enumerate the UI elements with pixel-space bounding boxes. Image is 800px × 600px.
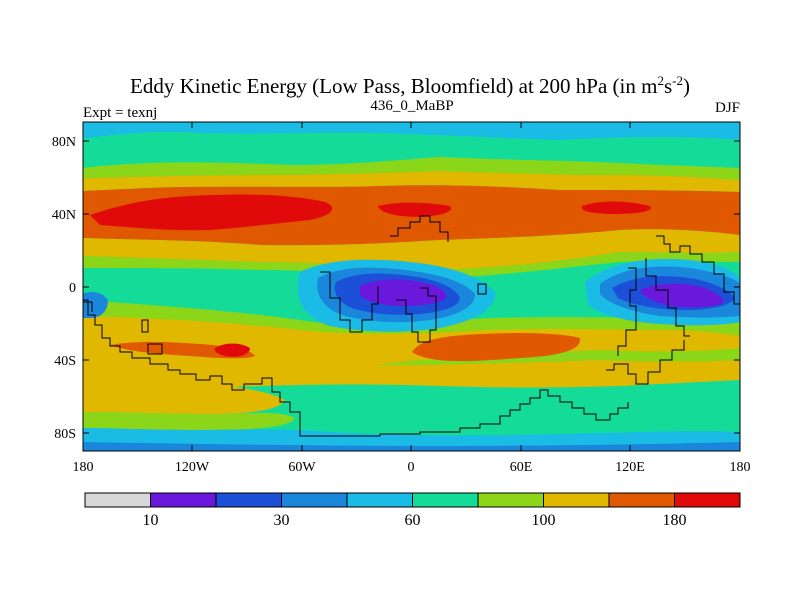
coast-australia xyxy=(606,340,685,385)
colorbar-label: 60 xyxy=(405,512,421,529)
ytick-label: 40N xyxy=(52,208,76,223)
south-c7-lobe xyxy=(83,383,285,414)
blob-atlantic-c1 xyxy=(360,279,447,306)
season-label: DJF xyxy=(715,100,740,116)
colorbar-swatch-6 xyxy=(477,492,544,508)
coast-island-2 xyxy=(147,343,163,355)
ekf-map xyxy=(83,122,740,451)
ytick-label: 80S xyxy=(54,427,76,442)
coast-med xyxy=(390,215,449,242)
xtick-label: 180 xyxy=(730,460,751,475)
coast-south-america xyxy=(83,299,301,430)
coast-newzealand xyxy=(141,319,149,333)
colorbar-label: 100 xyxy=(532,512,556,529)
band-north-c9 xyxy=(90,194,333,231)
colorbar-swatch-5 xyxy=(412,492,479,508)
south-c9-west xyxy=(214,343,250,357)
coast-west-edge xyxy=(83,301,93,312)
xtick-label: 120W xyxy=(175,460,210,475)
coast-island-1 xyxy=(477,283,487,295)
band-north-c7 xyxy=(83,171,740,192)
colorbar-swatch-3 xyxy=(281,492,348,508)
band-north-c4 xyxy=(83,122,740,140)
coast-antarctica xyxy=(299,389,629,437)
ytick-label: 40S xyxy=(54,354,76,369)
band-north-c9-small xyxy=(378,202,451,217)
colorbar-swatch-4 xyxy=(346,492,413,508)
xtick-label: 60E xyxy=(510,460,533,475)
coast-japan xyxy=(656,235,740,305)
ytick-label: 0 xyxy=(69,281,76,296)
xtick-label: 0 xyxy=(408,460,415,475)
xtick-label: 120E xyxy=(615,460,645,475)
band-north-c9-east xyxy=(581,201,651,214)
colorbar-label: 180 xyxy=(663,512,687,529)
colorbar-swatch-1 xyxy=(150,492,217,508)
xtick-label: 60W xyxy=(288,460,316,475)
coast-asia-east xyxy=(617,267,637,356)
colorbar xyxy=(84,492,741,508)
colorbar-label: 30 xyxy=(274,512,290,529)
blob-west-c3 xyxy=(83,292,108,318)
colorbar-swatch-8 xyxy=(608,492,675,508)
ytick-label: 80N xyxy=(52,135,76,150)
coast-indonesia xyxy=(645,258,690,337)
run-id-label: 436_0_MaBP xyxy=(370,98,453,114)
colorbar-swatch-7 xyxy=(543,492,610,508)
xtick-label: 180 xyxy=(73,460,94,475)
south-c8 xyxy=(412,333,581,362)
tick-marks xyxy=(82,122,741,451)
main-title: Eddy Kinetic Energy (Low Pass, Bloomfiel… xyxy=(130,73,690,98)
coastlines xyxy=(83,215,740,437)
colorbar-swatch-2 xyxy=(215,492,282,508)
colorbar-swatch-9 xyxy=(674,492,741,508)
experiment-label: Expt = texnj xyxy=(83,105,157,121)
south-c6-lobe xyxy=(83,412,295,430)
colorbar-label: 10 xyxy=(143,512,159,529)
band-north-c6 xyxy=(83,157,740,180)
coast-africa-east xyxy=(396,287,437,343)
coast-africa xyxy=(320,271,379,333)
colorbar-swatch-0 xyxy=(84,492,151,508)
equator-c7 xyxy=(83,229,740,270)
south-c8-west xyxy=(110,341,255,359)
